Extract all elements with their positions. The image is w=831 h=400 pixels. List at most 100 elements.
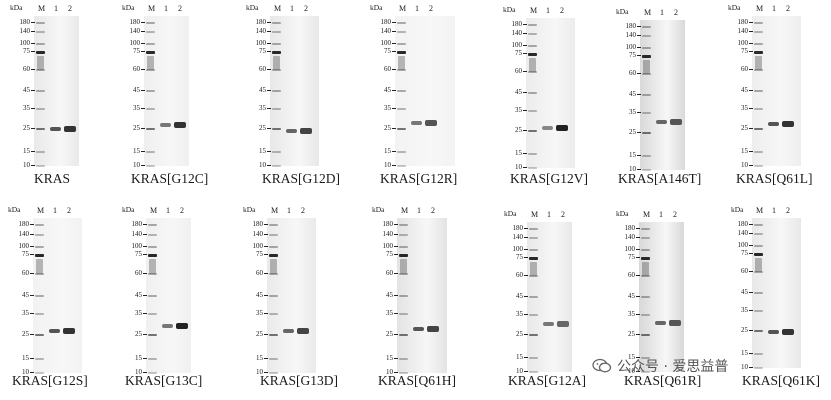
marker-band	[641, 257, 650, 260]
mw-label: 100	[737, 39, 749, 47]
mw-tick	[143, 224, 147, 226]
mw-label: 140	[19, 27, 31, 35]
marker-band	[269, 224, 278, 227]
lane-1-band	[655, 320, 666, 325]
lane-label-1: 1	[53, 206, 57, 215]
panel-caption: KRAS[G13D]	[260, 373, 339, 388]
mw-label: 100	[511, 41, 523, 49]
kda-label: kDa	[372, 205, 385, 214]
marker-smear	[149, 259, 156, 274]
mw-label: 45	[22, 290, 29, 299]
marker-band	[754, 253, 763, 256]
marker-band	[146, 69, 155, 71]
marker-band	[642, 73, 651, 75]
mw-tick	[636, 237, 640, 238]
mw-label: 60	[135, 268, 142, 277]
marker-band	[528, 45, 537, 47]
marker-band	[754, 367, 763, 369]
mw-tick	[264, 245, 268, 247]
mw-label: 60	[22, 268, 29, 277]
lane-2-band	[670, 118, 682, 125]
mw-tick	[143, 294, 147, 296]
mw-tick	[394, 313, 398, 315]
kda-label: kDa	[503, 5, 516, 14]
mw-label: 75	[516, 253, 523, 261]
mw-tick	[141, 151, 145, 152]
mw-label: 15	[23, 147, 30, 155]
lane-label-2: 2	[304, 4, 308, 13]
mw-label: 140	[512, 233, 524, 241]
lane-label-2: 2	[180, 206, 184, 215]
marker-band	[269, 294, 278, 297]
mw-label: 75	[384, 47, 391, 55]
mw-label: 140	[737, 229, 749, 237]
panel-caption: KRAS	[34, 171, 71, 186]
mw-tick	[394, 357, 398, 359]
marker-band	[399, 272, 408, 275]
marker-smear	[755, 258, 762, 272]
lane-label-1: 1	[290, 4, 294, 13]
mw-tick	[749, 43, 753, 44]
mw-tick	[31, 51, 35, 52]
mw-tick	[31, 31, 35, 32]
marker-band	[272, 43, 281, 45]
mw-tick	[392, 151, 396, 152]
lane-label-2: 2	[68, 4, 72, 13]
marker-band	[36, 51, 45, 54]
mw-tick	[636, 228, 640, 229]
marker-band	[269, 333, 278, 336]
mw-label: 75	[135, 250, 142, 259]
mw-label: 15	[741, 349, 748, 357]
mw-tick	[523, 71, 527, 72]
mw-tick	[749, 51, 753, 52]
marker-band	[272, 165, 281, 167]
mw-tick	[749, 292, 753, 293]
lane-1-band	[656, 119, 667, 124]
mw-tick	[30, 245, 34, 247]
marker-band	[754, 108, 763, 110]
kda-label: kDa	[246, 3, 259, 12]
marker-band	[148, 245, 157, 248]
lane-1-band	[542, 125, 553, 130]
mw-label: 35	[741, 306, 748, 314]
mw-tick	[30, 224, 34, 226]
marker-band	[399, 313, 408, 316]
marker-band	[754, 292, 763, 294]
panel-caption: KRAS[G12D]	[262, 171, 341, 186]
marker-band	[528, 33, 537, 35]
marker-smear	[529, 58, 536, 72]
marker-band	[642, 55, 651, 58]
panel-caption: KRAS[Q61H]	[378, 373, 457, 388]
mw-tick	[524, 275, 528, 276]
gel-image	[267, 218, 316, 373]
marker-smear	[755, 56, 762, 70]
kda-label: kDa	[616, 7, 629, 16]
marker-band	[754, 43, 763, 45]
mw-label: 45	[741, 86, 748, 94]
marker-smear	[643, 60, 650, 74]
marker-band	[399, 224, 408, 227]
mw-label: 10	[23, 161, 30, 169]
mw-label: 75	[22, 250, 29, 259]
lane-label-marker: M	[531, 210, 539, 219]
marker-band	[35, 233, 44, 236]
kda-label: kDa	[731, 205, 744, 214]
mw-label: 35	[22, 309, 29, 318]
marker-band	[641, 296, 650, 298]
panel-caption: KRAS[Q61K]	[742, 373, 821, 388]
marker-smear	[37, 56, 44, 70]
lane-label-1: 1	[415, 4, 419, 13]
marker-band	[36, 69, 45, 71]
mw-label: 140	[18, 229, 30, 238]
marker-band	[272, 22, 281, 24]
lane-label-marker: M	[399, 4, 407, 13]
mw-tick	[267, 128, 271, 129]
marker-smear	[273, 56, 280, 70]
mw-tick	[394, 294, 398, 296]
marker-band	[754, 165, 763, 167]
mw-tick	[30, 372, 34, 373]
mw-label: 180	[129, 18, 141, 26]
marker-band	[146, 31, 155, 33]
mw-label: 10	[629, 165, 636, 173]
lane-2-band	[300, 127, 312, 134]
